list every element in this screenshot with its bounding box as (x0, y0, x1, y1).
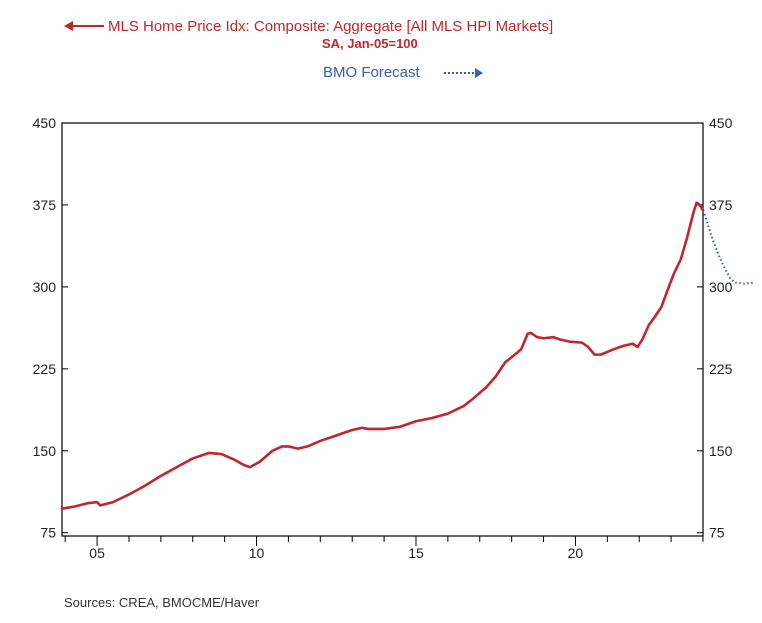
legend-label-forecast: BMO Forecast (323, 64, 421, 81)
source-note: Sources: CREA, BMOCME/Haver (64, 595, 260, 610)
left-tick-label: 150 (33, 443, 57, 459)
legend-arrow-left-icon (64, 21, 73, 31)
right-axis: 75 150 225 300 375 450 (697, 115, 733, 541)
x-tick-label: 15 (408, 545, 424, 561)
right-tick-label: 375 (709, 197, 733, 213)
legend: MLS Home Price Idx: Composite: Aggregate… (64, 18, 553, 81)
left-tick-label: 450 (33, 115, 57, 131)
plot-frame (61, 122, 704, 537)
right-tick-label: 450 (709, 115, 733, 131)
legend-label-mls: MLS Home Price Idx: Composite: Aggregate… (108, 18, 553, 35)
x-tick-label: 05 (89, 545, 105, 561)
series-line-forecast (702, 210, 755, 285)
series-line-mls-hpi (60, 201, 705, 510)
left-tick-label: 375 (33, 197, 57, 213)
right-tick-label: 300 (709, 279, 733, 295)
x-tick-label: 20 (568, 545, 584, 561)
left-tick-label: 75 (40, 525, 56, 541)
x-tick-label: 10 (249, 545, 265, 561)
left-tick-label: 225 (33, 361, 57, 377)
right-tick-label: 150 (709, 443, 733, 459)
right-tick-label: 225 (709, 361, 733, 377)
left-axis: 75 150 225 300 375 450 (33, 115, 68, 541)
x-axis: 05 10 15 20 (64, 536, 704, 561)
series-layer (60, 201, 755, 510)
legend-arrow-right-icon (475, 68, 483, 78)
right-tick-label: 75 (709, 525, 725, 541)
left-tick-label: 300 (33, 279, 57, 295)
legend-label-mls-subtitle: SA, Jan-05=100 (322, 36, 418, 51)
